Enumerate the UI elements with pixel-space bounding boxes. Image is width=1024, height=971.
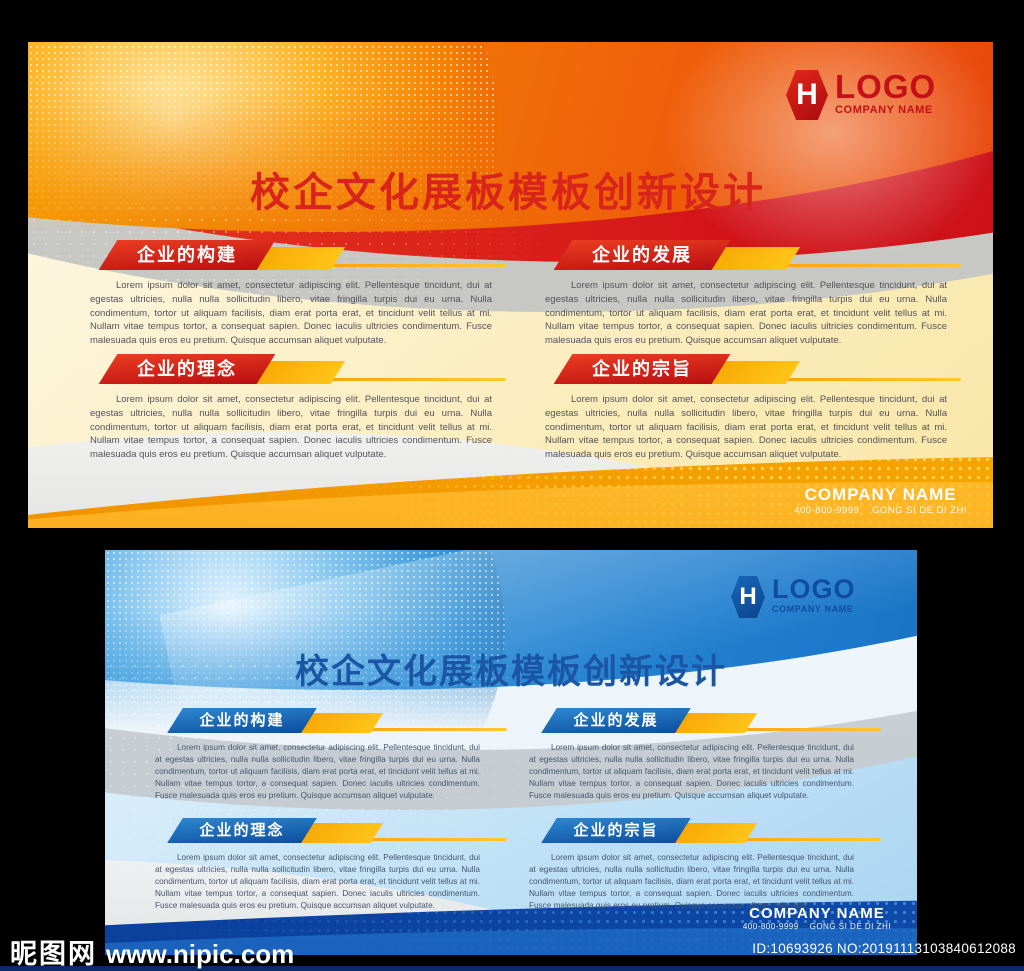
section-enterprise-development: 企业的发展 Lorem ipsum dolor sit amet, consec… — [529, 708, 881, 801]
logo-hexagon-icon: H — [731, 576, 765, 618]
footer-contact-line: 400-800-9999 GONG SI DE DI ZHI — [794, 505, 967, 516]
section-underline — [276, 264, 506, 267]
section-underline — [307, 728, 507, 731]
footer-address: GONG SI DE DI ZHI — [809, 922, 891, 931]
section-enterprise-development: 企业的发展 Lorem ipsum dolor sit amet, consec… — [545, 240, 961, 348]
watermark-site-name: 昵图网 — [10, 939, 97, 969]
section-header: 企业的理念 — [175, 818, 507, 843]
section-enterprise-purpose: 企业的宗旨 Lorem ipsum dolor sit amet, consec… — [545, 354, 961, 462]
section-underline — [276, 378, 506, 381]
company-logo: H LOGO COMPANY NAME — [786, 70, 936, 120]
section-enterprise-construction: 企业的构建 Lorem ipsum dolor sit amet, consec… — [90, 240, 506, 348]
section-header: 企业的发展 — [549, 708, 881, 733]
site-watermark: 昵图网 www.nipic.com — [10, 932, 294, 971]
section-heading: 企业的发展 — [592, 245, 692, 265]
logo-monogram: H — [739, 583, 757, 610]
section-heading-tab: 企业的理念 — [108, 354, 266, 384]
section-header: 企业的发展 — [563, 240, 961, 270]
sparkle-dots-graphic — [105, 660, 585, 940]
section-header: 企业的构建 — [108, 240, 506, 270]
section-heading-tab: 企业的发展 — [549, 708, 683, 733]
bottom-strip-graphic — [0, 966, 1024, 971]
section-body-text: Lorem ipsum dolor sit amet, consectetur … — [529, 853, 854, 910]
section-header: 企业的理念 — [108, 354, 506, 384]
section-heading: 企业的理念 — [137, 359, 237, 379]
logo-monogram: H — [796, 78, 818, 111]
section-heading: 企业的宗旨 — [573, 822, 659, 839]
section-underline — [681, 838, 881, 841]
footer-company-name: COMPANY NAME — [804, 485, 957, 504]
footer-separator — [863, 505, 869, 516]
image-id-text: ID:10693926 NO:20191113103840612088 — [752, 941, 1016, 956]
section-underline — [731, 264, 961, 267]
section-enterprise-philosophy: 企业的理念 Lorem ipsum dolor sit amet, consec… — [90, 354, 506, 462]
banner-title: 校企文化展板模板创新设计 — [250, 171, 766, 215]
section-heading-tab: 企业的宗旨 — [563, 354, 721, 384]
banner-footer: COMPANY NAME 400-800-9999 GONG SI DE DI … — [794, 485, 967, 516]
section-heading: 企业的构建 — [199, 712, 285, 729]
banner-title: 校企文化展板模板创新设计 — [295, 653, 727, 691]
footer-phone: 400-800-9999 — [794, 505, 860, 516]
logo-brand-text: LOGO — [772, 574, 856, 604]
section-heading: 企业的理念 — [199, 822, 285, 839]
section-body-text: Lorem ipsum dolor sit amet, consectetur … — [155, 853, 480, 910]
section-heading-tab: 企业的宗旨 — [549, 818, 683, 843]
section-enterprise-construction: 企业的构建 Lorem ipsum dolor sit amet, consec… — [155, 708, 507, 801]
footer-address: GONG SI DE DI ZHI — [871, 505, 967, 516]
section-heading: 企业的发展 — [573, 712, 659, 729]
footer-contact-line: 400-800-9999 GONG SI DE DI ZHI — [743, 922, 891, 931]
section-heading-tab: 企业的发展 — [563, 240, 721, 270]
section-body-text: Lorem ipsum dolor sit amet, consectetur … — [529, 743, 854, 800]
footer-separator — [801, 922, 806, 931]
logo-brand-text: LOGO — [835, 68, 937, 105]
section-underline — [307, 838, 507, 841]
section-body-text: Lorem ipsum dolor sit amet, consectetur … — [155, 743, 480, 800]
logo-hexagon-icon: H — [786, 70, 828, 120]
banner-footer: COMPANY NAME 400-800-9999 GONG SI DE DI … — [743, 905, 891, 931]
section-header: 企业的宗旨 — [563, 354, 961, 384]
section-body-text: Lorem ipsum dolor sit amet, consectetur … — [545, 280, 947, 347]
section-body-text: Lorem ipsum dolor sit amet, consectetur … — [545, 394, 947, 461]
section-heading-tab: 企业的构建 — [108, 240, 266, 270]
section-heading-tab: 企业的构建 — [175, 708, 309, 733]
section-body-text: Lorem ipsum dolor sit amet, consectetur … — [90, 394, 492, 461]
section-underline — [681, 728, 881, 731]
footer-phone: 400-800-9999 — [742, 922, 799, 931]
section-body-text: Lorem ipsum dolor sit amet, consectetur … — [90, 280, 492, 347]
section-heading: 企业的宗旨 — [592, 359, 692, 379]
logo-company-name: COMPANY NAME — [772, 604, 854, 614]
section-header: 企业的构建 — [175, 708, 507, 733]
banner-orange-version: H LOGO COMPANY NAME 校企文化展板模板创新设计 企业的构建 L… — [28, 42, 993, 528]
footer-company-name: COMPANY NAME — [749, 905, 885, 922]
section-enterprise-philosophy: 企业的理念 Lorem ipsum dolor sit amet, consec… — [155, 818, 507, 911]
watermark-site-url: www.nipic.com — [106, 939, 295, 969]
section-heading-tab: 企业的理念 — [175, 818, 309, 843]
banner-blue-version: H LOGO COMPANY NAME 校企文化展板模板创新设计 企业的构建 L… — [105, 550, 917, 955]
section-enterprise-purpose: 企业的宗旨 Lorem ipsum dolor sit amet, consec… — [529, 818, 881, 911]
logo-company-name: COMPANY NAME — [835, 104, 933, 116]
section-heading: 企业的构建 — [137, 245, 237, 265]
section-underline — [731, 378, 961, 381]
section-header: 企业的宗旨 — [549, 818, 881, 843]
company-logo: H LOGO COMPANY NAME — [731, 576, 856, 618]
